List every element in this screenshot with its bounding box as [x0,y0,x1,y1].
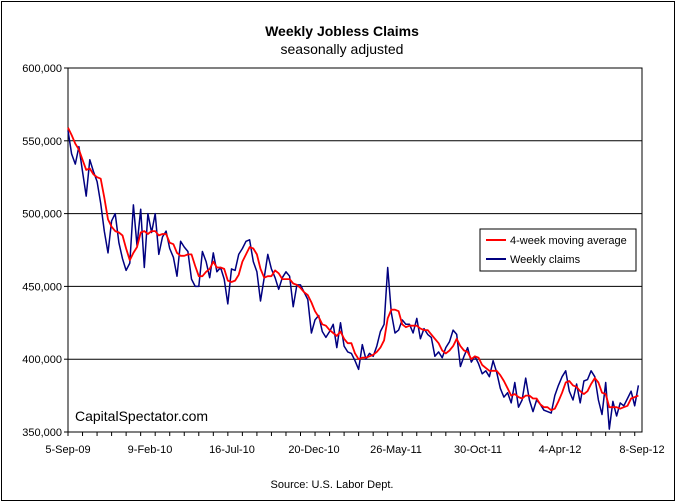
y-tick-label-5: 600,000 [22,63,62,75]
legend-label-moving-average: 4-week moving average [510,235,627,247]
y-tick-label-4: 550,000 [22,136,62,148]
watermark: CapitalSpectator.com [75,408,208,424]
series-weekly-claims [67,130,640,430]
chart-title: Weekly Jobless Claims [265,23,419,39]
legend-box [479,228,637,272]
source-note: Source: U.S. Labor Dept. [271,479,394,491]
series-moving-average [67,127,639,412]
x-tick-label-4: 26-May-11 [370,444,422,456]
x-tick-label-0: 5-Sep-09 [45,444,90,456]
legend: 4-week moving average Weekly claims [479,228,637,272]
legend-label-weekly-claims: Weekly claims [510,254,581,266]
x-tick-label-5: 30-Oct-11 [454,444,502,456]
x-tick-label-7: 8-Sep-12 [619,444,664,456]
y-tick-label-0: 350,000 [22,427,62,439]
x-tick-label-3: 20-Dec-10 [288,444,339,456]
x-tick-label-2: 16-Jul-10 [209,444,255,456]
y-tick-label-3: 500,000 [22,209,62,221]
y-tick-label-1: 400,000 [22,354,62,366]
series-layer [67,127,640,430]
y-axis-ticks: 350,000 400,000 450,000 500,000 550,000 600,0… [22,63,68,439]
x-tick-label-6: 4-Apr-12 [539,444,582,456]
y-tick-label-2: 450,000 [22,281,62,293]
x-tick-label-1: 9-Feb-10 [128,444,173,456]
x-axis-ticks: 5-Sep-09 9-Feb-10 16-Jul-10 20-Dec-10 26-May… [45,432,665,456]
chart-subtitle: seasonally adjusted [281,41,404,57]
